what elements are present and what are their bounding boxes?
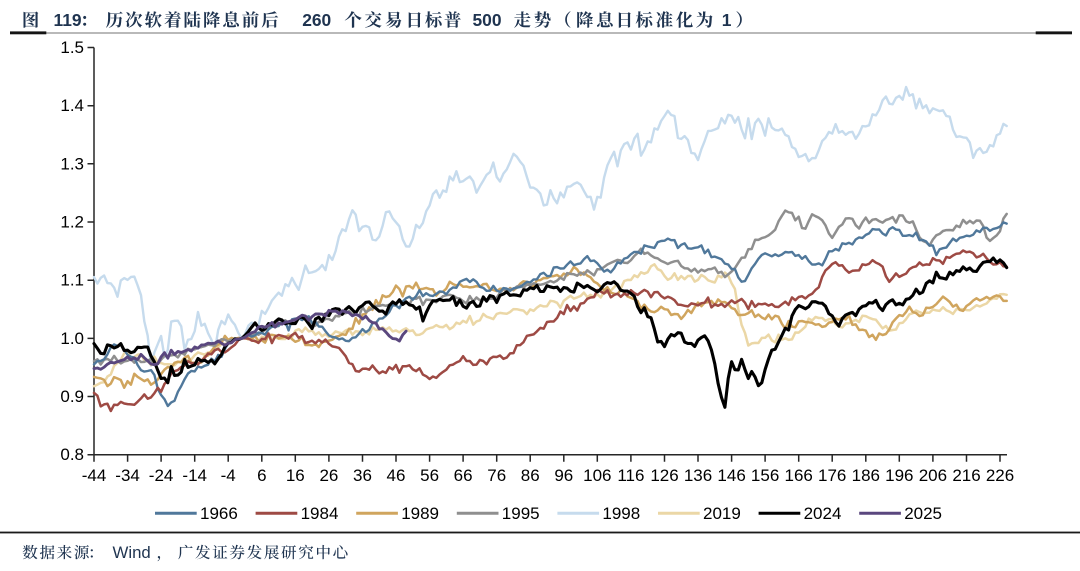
svg-text:1.1: 1.1	[60, 271, 84, 290]
svg-text:86: 86	[521, 466, 540, 485]
svg-text:36: 36	[353, 466, 372, 485]
svg-text:260: 260	[302, 10, 331, 30]
svg-text:186: 186	[852, 466, 880, 485]
svg-text:26: 26	[319, 466, 338, 485]
svg-text:96: 96	[554, 466, 573, 485]
svg-text:1966: 1966	[200, 504, 238, 523]
svg-text:66: 66	[454, 466, 473, 485]
svg-text:1989: 1989	[401, 504, 439, 523]
svg-text:156: 156	[751, 466, 779, 485]
svg-text:56: 56	[420, 466, 439, 485]
svg-text:500: 500	[473, 10, 502, 30]
svg-text:1.4: 1.4	[60, 96, 84, 115]
svg-text:1.5: 1.5	[60, 38, 84, 57]
svg-text:196: 196	[885, 466, 913, 485]
svg-text:226: 226	[986, 466, 1014, 485]
svg-text:1998: 1998	[602, 504, 640, 523]
svg-text:216: 216	[952, 466, 980, 485]
svg-text:16: 16	[286, 466, 305, 485]
svg-text:206: 206	[919, 466, 947, 485]
svg-text:1.3: 1.3	[60, 154, 84, 173]
svg-text:119: 119	[54, 10, 82, 30]
svg-text:76: 76	[487, 466, 506, 485]
svg-text:2024: 2024	[804, 504, 842, 523]
svg-text:1995: 1995	[502, 504, 540, 523]
svg-text:-24: -24	[149, 466, 174, 485]
svg-text:0.8: 0.8	[60, 445, 84, 464]
svg-text:126: 126	[650, 466, 678, 485]
svg-text:1.0: 1.0	[60, 329, 84, 348]
svg-text:1: 1	[722, 10, 732, 30]
svg-text:2019: 2019	[703, 504, 741, 523]
svg-text:6: 6	[257, 466, 266, 485]
svg-text:46: 46	[387, 466, 406, 485]
svg-text:2025: 2025	[904, 504, 942, 523]
svg-text:176: 176	[818, 466, 846, 485]
svg-text:1.2: 1.2	[60, 213, 84, 232]
svg-text:136: 136	[684, 466, 712, 485]
svg-text:166: 166	[785, 466, 813, 485]
svg-text:146: 146	[717, 466, 745, 485]
svg-text:-34: -34	[115, 466, 140, 485]
svg-text:-44: -44	[82, 466, 107, 485]
svg-text:116: 116	[617, 466, 644, 485]
svg-text:-14: -14	[182, 466, 207, 485]
svg-text:Wind: Wind	[113, 543, 151, 562]
svg-text:1984: 1984	[301, 504, 339, 523]
svg-text:-4: -4	[221, 466, 236, 485]
svg-text:0.9: 0.9	[60, 387, 84, 406]
svg-text:106: 106	[583, 466, 611, 485]
